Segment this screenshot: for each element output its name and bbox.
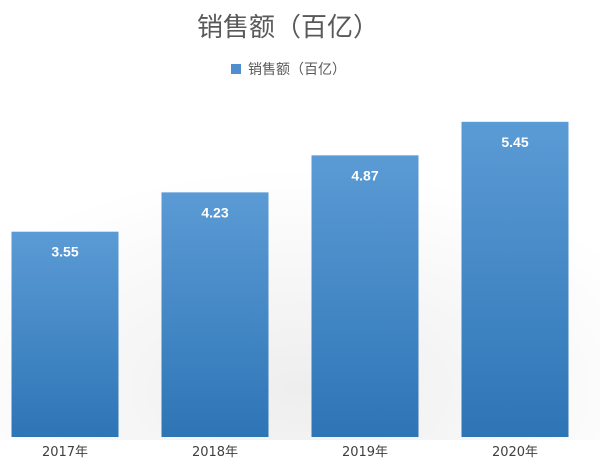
x-tick-label-2019年: 2019年 — [342, 445, 388, 460]
bar-2017年 — [11, 231, 119, 437]
x-tick-label-2018年: 2018年 — [192, 445, 238, 460]
bar-2019年 — [311, 155, 419, 437]
x-tick-label-2020年: 2020年 — [492, 445, 538, 460]
legend-swatch — [231, 64, 241, 74]
legend-label: 销售额（百亿） — [248, 62, 346, 78]
value-labels-group: 3.55 4.23 4.87 5.45 — [51, 134, 528, 260]
data-label-2020年: 5.45 — [501, 134, 528, 150]
data-label-2018年: 4.23 — [201, 204, 228, 220]
bars-group — [11, 121, 569, 437]
x-tick-label-2017年: 2017年 — [42, 445, 88, 460]
data-label-2017年: 3.55 — [51, 244, 78, 260]
legend: 销售额（百亿） — [231, 62, 346, 78]
data-label-2019年: 4.87 — [351, 167, 378, 183]
bar-2020年 — [461, 121, 569, 437]
bar-2018年 — [161, 192, 269, 437]
x-axis-ticks: 2017年 2018年 2019年 2020年 — [42, 445, 538, 460]
chart-title: 销售额（百亿） — [197, 13, 379, 43]
